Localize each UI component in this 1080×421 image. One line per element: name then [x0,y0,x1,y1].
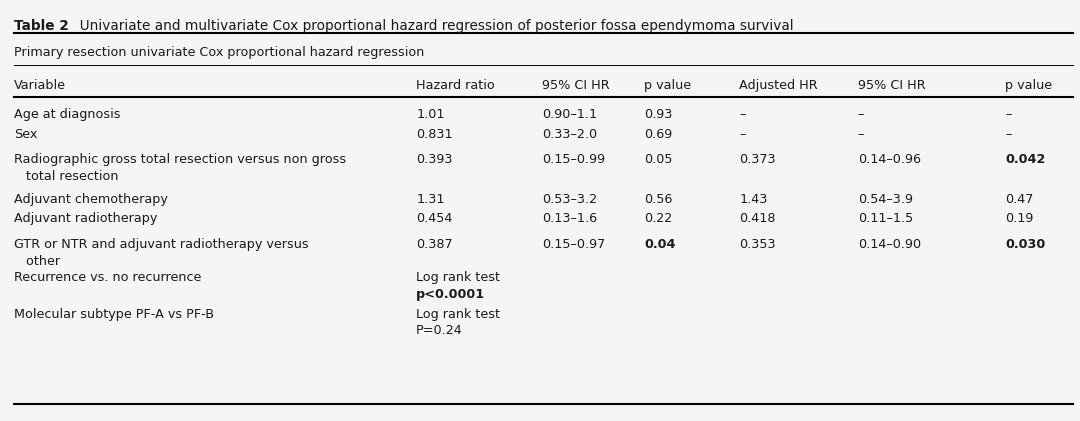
Text: 0.90–1.1: 0.90–1.1 [542,108,597,121]
Text: 0.393: 0.393 [416,153,453,166]
Text: 0.05: 0.05 [645,153,673,166]
Text: GTR or NTR and adjuvant radiotherapy versus: GTR or NTR and adjuvant radiotherapy ver… [14,238,309,251]
Text: Sex: Sex [14,128,38,141]
Text: P=0.24: P=0.24 [416,324,463,337]
Text: Log rank test: Log rank test [416,271,500,284]
Text: Adjuvant chemotherapy: Adjuvant chemotherapy [14,192,168,205]
Text: –: – [1005,108,1012,121]
Text: 0.54–3.9: 0.54–3.9 [858,192,913,205]
Text: Primary resection univariate Cox proportional hazard regression: Primary resection univariate Cox proport… [14,46,424,59]
Text: Radiographic gross total resection versus non gross: Radiographic gross total resection versu… [14,153,347,166]
Text: Hazard ratio: Hazard ratio [416,79,495,92]
Text: 0.69: 0.69 [645,128,673,141]
Text: 0.19: 0.19 [1005,212,1034,225]
Text: p<0.0001: p<0.0001 [416,288,485,301]
Text: 0.14–0.96: 0.14–0.96 [858,153,921,166]
Text: 0.831: 0.831 [416,128,453,141]
Text: 0.53–3.2: 0.53–3.2 [542,192,597,205]
Text: Adjusted HR: Adjusted HR [740,79,818,92]
Text: 0.93: 0.93 [645,108,673,121]
Text: 0.11–1.5: 0.11–1.5 [858,212,913,225]
Text: p value: p value [1005,79,1053,92]
Text: Log rank test: Log rank test [416,307,500,320]
Text: Univariate and multivariate Cox proportional hazard regression of posterior foss: Univariate and multivariate Cox proporti… [71,19,794,33]
Text: 95% CI HR: 95% CI HR [542,79,610,92]
Text: 0.030: 0.030 [1005,238,1045,251]
Text: Variable: Variable [14,79,66,92]
Text: 95% CI HR: 95% CI HR [858,79,926,92]
Text: –: – [858,128,864,141]
Text: –: – [858,108,864,121]
Text: total resection: total resection [14,170,119,183]
Text: 0.454: 0.454 [416,212,453,225]
Text: 0.33–2.0: 0.33–2.0 [542,128,597,141]
Text: 0.47: 0.47 [1005,192,1034,205]
Text: 0.22: 0.22 [645,212,673,225]
Text: 0.15–0.99: 0.15–0.99 [542,153,605,166]
Text: 0.15–0.97: 0.15–0.97 [542,238,606,251]
Text: Molecular subtype PF-A vs PF-B: Molecular subtype PF-A vs PF-B [14,307,214,320]
Text: –: – [740,128,745,141]
Text: 0.353: 0.353 [740,238,775,251]
Text: 0.373: 0.373 [740,153,775,166]
Text: p value: p value [645,79,691,92]
Text: Adjuvant radiotherapy: Adjuvant radiotherapy [14,212,158,225]
Text: Age at diagnosis: Age at diagnosis [14,108,121,121]
Text: 0.042: 0.042 [1005,153,1045,166]
Text: 1.31: 1.31 [416,192,445,205]
Text: 0.04: 0.04 [645,238,676,251]
Text: 1.43: 1.43 [740,192,768,205]
Text: Table 2: Table 2 [14,19,69,33]
Text: 0.56: 0.56 [645,192,673,205]
Text: 0.387: 0.387 [416,238,453,251]
Text: 0.418: 0.418 [740,212,775,225]
Text: –: – [740,108,745,121]
Text: 0.14–0.90: 0.14–0.90 [858,238,921,251]
Text: –: – [1005,128,1012,141]
Text: 0.13–1.6: 0.13–1.6 [542,212,597,225]
Text: other: other [14,255,60,268]
Text: Recurrence vs. no recurrence: Recurrence vs. no recurrence [14,271,202,284]
Text: 1.01: 1.01 [416,108,445,121]
